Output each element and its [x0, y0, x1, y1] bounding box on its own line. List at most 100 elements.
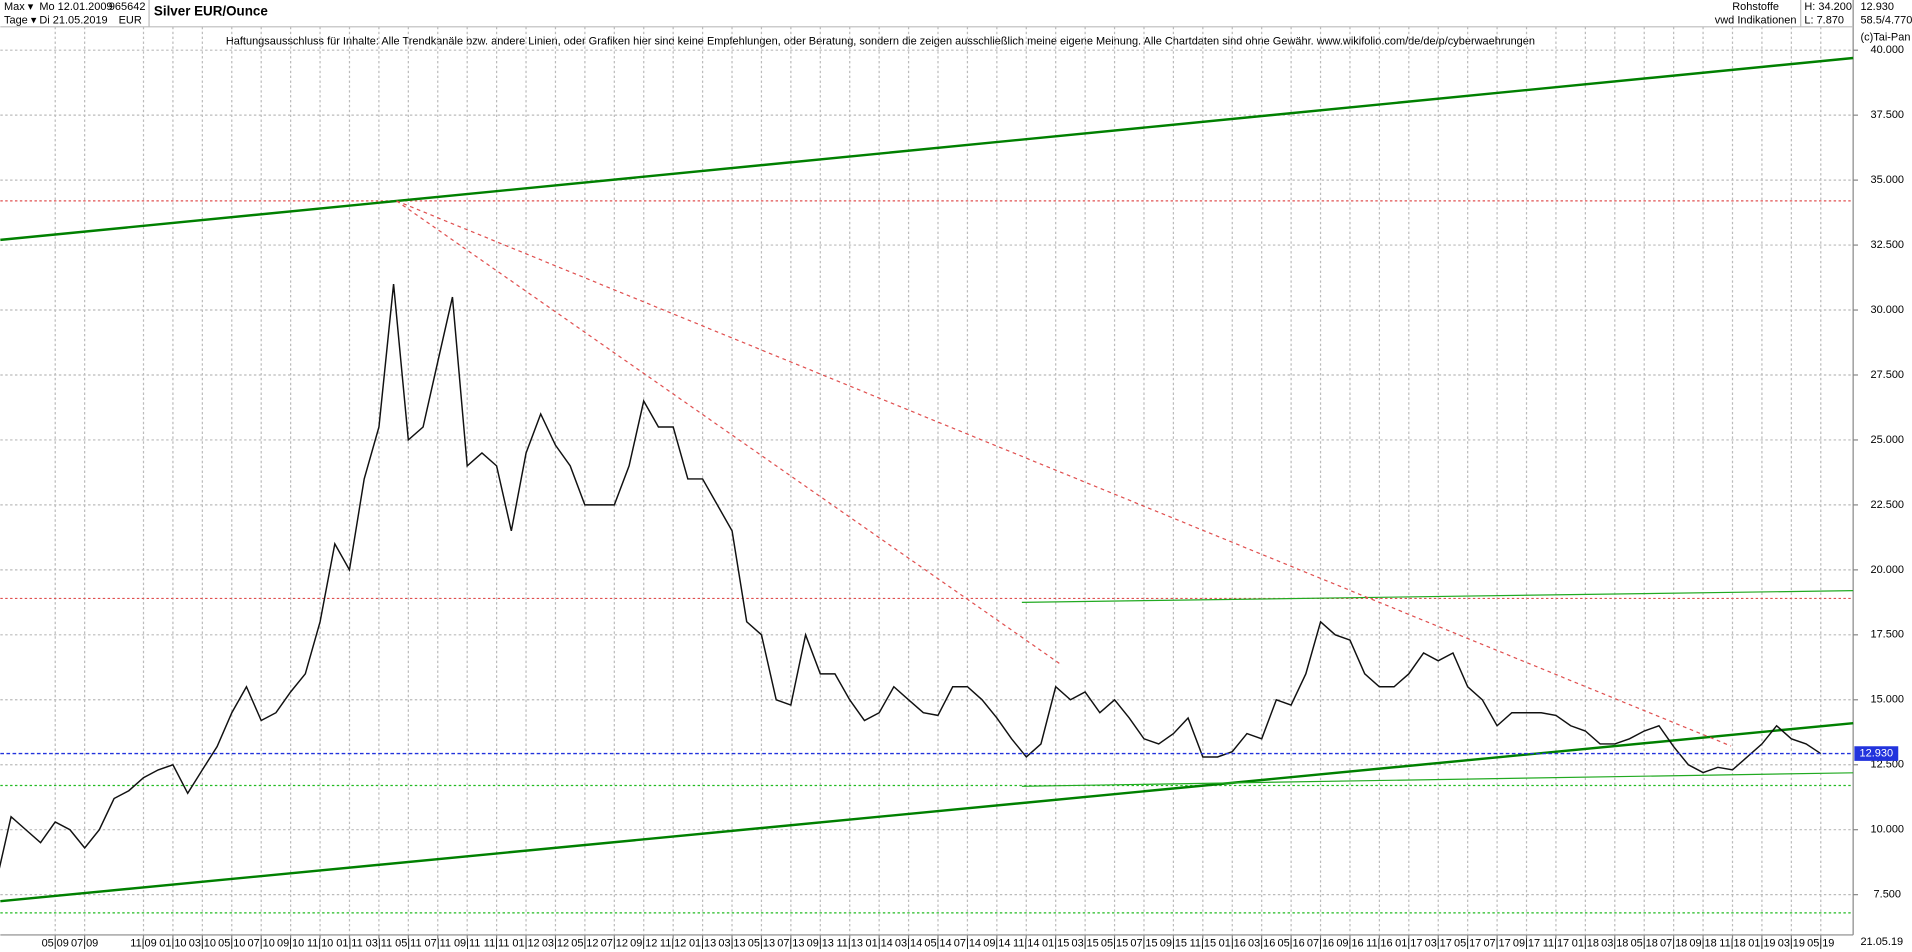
- x-tick-label: 07|18: [1660, 937, 1687, 949]
- x-tick-label: 07|11: [425, 937, 451, 949]
- y-tick-label: 30.000: [1870, 304, 1904, 316]
- x-tick-label: 03|16: [1248, 937, 1275, 949]
- x-tick-label: 07|16: [1307, 937, 1334, 949]
- x-tick-label: 01|16: [1219, 937, 1246, 949]
- last-price-box: [1854, 746, 1899, 761]
- interval-select[interactable]: Tage ▾: [4, 15, 37, 27]
- x-tick-label: 11|09: [130, 937, 156, 949]
- x-tick-label: 01|11: [336, 937, 362, 949]
- group: Rohstoffe: [1732, 1, 1779, 13]
- trend-line: [0, 56, 1854, 242]
- x-tick-label: 09|16: [1336, 937, 1363, 949]
- x-tick-label: 01|10: [159, 937, 186, 949]
- x-tick-label: 03|13: [718, 937, 745, 949]
- x-tick-label: 03|11: [366, 937, 392, 949]
- chart-title: Silver EUR/Ounce: [154, 4, 268, 19]
- y-tick-label: 35.000: [1870, 174, 1904, 186]
- x-tick-label: 09|12: [630, 937, 657, 949]
- y-tick-label: 12.500: [1870, 759, 1904, 771]
- x-tick-label: 09|14: [983, 937, 1010, 949]
- price-line: [0, 283, 1822, 869]
- start-date: Mo 12.01.2009: [39, 1, 112, 13]
- x-tick-label: 05|16: [1277, 937, 1304, 949]
- x-tick-label: 01|18: [1572, 937, 1599, 949]
- source: vwd Indikationen: [1715, 15, 1797, 27]
- x-tick-label: 07|12: [601, 937, 628, 949]
- end-date-label: 21.05.19: [1860, 936, 1903, 948]
- end-date: Di 21.05.2019: [39, 15, 107, 27]
- x-tick-label: 01|17: [1395, 937, 1422, 949]
- y-tick-label: 15.000: [1870, 694, 1904, 706]
- x-tick-label: 07|15: [1130, 937, 1157, 949]
- x-tick-label: 03|12: [542, 937, 569, 949]
- x-tick-label: 11|18: [1719, 937, 1745, 949]
- stats: 58.5/4.770: [1860, 15, 1912, 27]
- trend-line: [1021, 772, 1854, 787]
- y-tick-label: 22.500: [1870, 499, 1904, 511]
- x-tick-label: 11|13: [837, 937, 863, 949]
- y-tick-label: 7.500: [1874, 889, 1901, 901]
- x-tick-label: 09|15: [1160, 937, 1187, 949]
- last: 12.930: [1860, 1, 1894, 13]
- x-tick-label: 07|09: [71, 937, 98, 949]
- y-tick-label: 10.000: [1870, 824, 1904, 836]
- x-tick-label: 01|13: [689, 937, 716, 949]
- trend-line: [396, 200, 1062, 665]
- y-tick-label: 17.500: [1870, 629, 1904, 641]
- copyright: (c)Tai-Pan: [1860, 32, 1910, 44]
- x-tick-label: 01|12: [512, 937, 539, 949]
- x-tick-label: 03|19: [1778, 937, 1805, 949]
- currency: EUR: [119, 15, 142, 27]
- x-tick-label: 05|15: [1101, 937, 1128, 949]
- x-tick-label: 07|14: [954, 937, 981, 949]
- x-tick-label: 07|13: [777, 937, 804, 949]
- x-tick-label: 05|11: [395, 937, 421, 949]
- security-code: 965642: [109, 1, 146, 13]
- trend-line: [1021, 590, 1854, 603]
- x-tick-label: 09|11: [454, 937, 480, 949]
- x-tick-label: 01|19: [1748, 937, 1775, 949]
- x-tick-label: 03|17: [1425, 937, 1452, 949]
- y-tick-label: 40.000: [1870, 44, 1904, 56]
- high: H: 34.200: [1804, 1, 1852, 13]
- x-tick-label: 09|13: [807, 937, 834, 949]
- x-tick-label: 01|15: [1042, 937, 1069, 949]
- x-tick-label: 11|12: [660, 937, 686, 949]
- y-tick-label: 32.500: [1870, 239, 1904, 251]
- range-select[interactable]: Max ▾: [4, 1, 34, 13]
- x-tick-label: 05|14: [924, 937, 951, 949]
- x-tick-label: 11|10: [307, 937, 333, 949]
- x-tick-label: 05|19: [1807, 937, 1834, 949]
- x-tick-label: 11|14: [1013, 937, 1039, 949]
- x-tick-label: 11|16: [1366, 937, 1392, 949]
- y-tick-label: 27.500: [1870, 369, 1904, 381]
- x-tick-label: 07|17: [1483, 937, 1510, 949]
- y-tick-label: 20.000: [1870, 564, 1904, 576]
- x-tick-label: 03|10: [189, 937, 216, 949]
- x-tick-label: 05|18: [1631, 937, 1658, 949]
- x-tick-label: 07|10: [248, 937, 275, 949]
- x-tick-label: 05|09: [42, 937, 69, 949]
- low: L: 7.870: [1804, 15, 1844, 27]
- x-tick-label: 05|17: [1454, 937, 1481, 949]
- x-tick-label: 03|14: [895, 937, 922, 949]
- x-tick-label: 03|15: [1071, 937, 1098, 949]
- x-tick-label: 01|14: [866, 937, 893, 949]
- x-tick-label: 09|17: [1513, 937, 1540, 949]
- x-tick-label: 09|10: [277, 937, 304, 949]
- x-tick-label: 11|11: [484, 937, 510, 949]
- x-tick-label: 05|12: [571, 937, 598, 949]
- y-tick-label: 37.500: [1870, 109, 1904, 121]
- y-tick-label: 25.000: [1870, 434, 1904, 446]
- disclaimer: Haftungsausschluss für Inhalte: Alle Tre…: [226, 35, 1535, 47]
- last-price-label: 12.930: [1860, 747, 1894, 759]
- x-tick-label: 11|15: [1190, 937, 1216, 949]
- x-tick-label: 05|13: [748, 937, 775, 949]
- x-tick-label: 05|10: [218, 937, 245, 949]
- trend-line: [396, 200, 1732, 747]
- trend-line: [0, 721, 1854, 903]
- x-tick-label: 11|17: [1543, 937, 1569, 949]
- x-tick-label: 09|18: [1689, 937, 1716, 949]
